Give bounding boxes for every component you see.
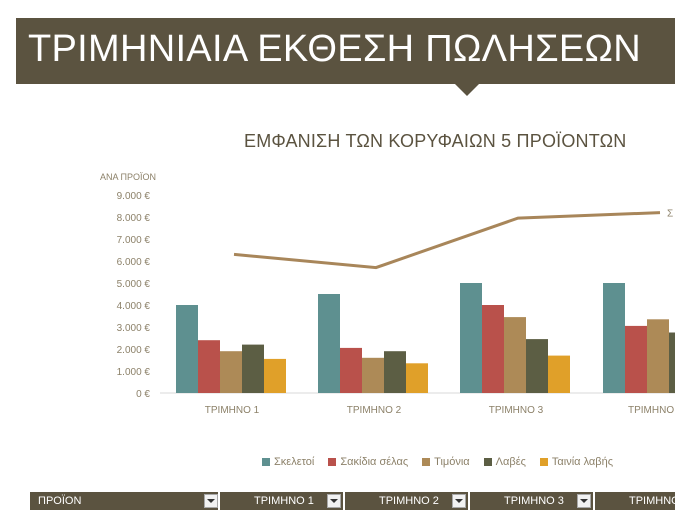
bar-5-2	[406, 363, 428, 393]
y-tick-label: 2.000 €	[117, 345, 151, 356]
chevron-down-icon	[580, 499, 588, 503]
bar-3-4	[647, 319, 669, 393]
y-tick-label: 4.000 €	[117, 301, 151, 312]
bar-2-4	[625, 325, 647, 393]
legend-label: Τιμόνια	[434, 456, 470, 468]
legend-item: Σακίδια σέλας	[328, 456, 408, 468]
column-header: ΠΡΟΪΟΝ	[30, 492, 218, 510]
sales-chart: ΑΝΑ ΠΡΟΪΟΝ 0 € 1.000 € 2.000 € 3.000 € 4.000 …	[100, 172, 675, 416]
chevron-down-icon	[207, 499, 215, 503]
banner-pointer	[455, 84, 479, 96]
legend-label: Σκελετοί	[274, 456, 315, 468]
chart-legend: Σκελετοί Σακίδια σέλας Τιμόνια Λαβές Ταινία …	[262, 456, 613, 468]
bar-5-1	[264, 358, 286, 393]
report-banner: ΤΡΙΜΗΝΙΑΙΑ ΕΚΘΕΣΗ ΠΩΛΗΣΕΩΝ	[16, 18, 675, 84]
chart-title: ΕΜΦΑΝΙΣΗ ΤΩΝ ΚΟΡΥΦΑΙΩΝ 5 ΠΡΟΪΟΝΤΩΝ	[244, 131, 627, 151]
y-tick-label: 1.000 €	[117, 367, 151, 378]
legend-swatch	[262, 458, 270, 466]
legend-item: Τιμόνια	[422, 456, 470, 468]
bar-1-2	[318, 294, 340, 393]
bar-4-2	[384, 351, 406, 393]
column-header-label: ΤΡΙΜΗΝΟ 2	[379, 495, 439, 507]
y-axis-label: ΑΝΑ ΠΡΟΪΟΝ	[100, 172, 156, 182]
legend-item: Σκελετοί	[262, 456, 314, 468]
bar-3-3	[504, 317, 526, 393]
chevron-down-icon	[330, 499, 338, 503]
y-tick-label: 7.000 €	[117, 235, 151, 246]
category-label: ΤΡΙΜΗΝΟ	[628, 405, 674, 416]
y-tick-label: 3.000 €	[117, 323, 151, 334]
bar-3-1	[220, 351, 242, 393]
total-line	[233, 211, 661, 270]
filter-dropdown-button[interactable]	[452, 494, 466, 508]
y-tick-label: 0 €	[136, 389, 150, 400]
column-header-label: ΤΡΙΜΗΝΟ 3	[504, 495, 564, 507]
bar-4-4	[669, 332, 675, 393]
bar-2-1	[198, 340, 220, 393]
column-header: ΤΡΙΜΗΝΟ 1	[220, 492, 343, 510]
filter-dropdown-button[interactable]	[204, 494, 218, 508]
y-tick-label: 5.000 €	[117, 279, 151, 290]
legend-label: Σακίδια σέλας	[340, 456, 409, 468]
bar-4-3	[526, 339, 548, 393]
category-label: ΤΡΙΜΗΝΟ 1	[205, 405, 260, 416]
y-tick-label: 6.000 €	[117, 257, 151, 268]
category-label: ΤΡΙΜΗΝΟ 3	[489, 405, 544, 416]
column-header-label: ΤΡΙΜΗΝΟ 1	[254, 495, 314, 507]
column-header-label: ΠΡΟΪΟΝ	[38, 495, 82, 507]
y-tick-label: 8.000 €	[117, 213, 151, 224]
filter-dropdown-button[interactable]	[327, 494, 341, 508]
bar-4-1	[242, 344, 264, 393]
legend-label: Λαβές	[495, 456, 526, 468]
bar-1-1	[176, 305, 198, 393]
legend-label: Ταινία λαβής	[551, 456, 614, 468]
report-title: ΤΡΙΜΗΝΙΑΙΑ ΕΚΘΕΣΗ ΠΩΛΗΣΕΩΝ	[28, 28, 641, 70]
bar-3-2	[362, 357, 384, 393]
legend-swatch	[328, 458, 337, 466]
legend-swatch	[483, 458, 492, 466]
bar-2-2	[340, 347, 362, 393]
bar-1-3	[460, 283, 482, 393]
y-tick-label: 9.000 €	[117, 191, 151, 202]
table-header-row: ΠΡΟΪΟΝ ΤΡΙΜΗΝΟ 1 ΤΡΙΜΗΝΟ 2 ΤΡΙΜΗΝΟ 3 ΤΡΙΜΗΝΟ	[30, 492, 675, 510]
line-series-label: Σ	[667, 209, 673, 220]
legend-item: Λαβές	[483, 456, 526, 468]
chevron-down-icon	[455, 499, 463, 503]
legend-swatch	[539, 458, 548, 466]
legend-swatch	[422, 458, 431, 466]
column-header: ΤΡΙΜΗΝΟ	[595, 492, 675, 510]
bar-1-4	[603, 283, 625, 393]
column-header: ΤΡΙΜΗΝΟ 2	[345, 492, 468, 510]
column-header-label: ΤΡΙΜΗΝΟ	[629, 495, 675, 507]
bar-5-3	[548, 355, 570, 393]
legend-item: Ταινία λαβής	[539, 456, 614, 468]
bar-2-3	[482, 305, 504, 393]
category-label: ΤΡΙΜΗΝΟ 2	[347, 405, 402, 416]
column-header: ΤΡΙΜΗΝΟ 3	[470, 492, 593, 510]
filter-dropdown-button[interactable]	[577, 494, 591, 508]
